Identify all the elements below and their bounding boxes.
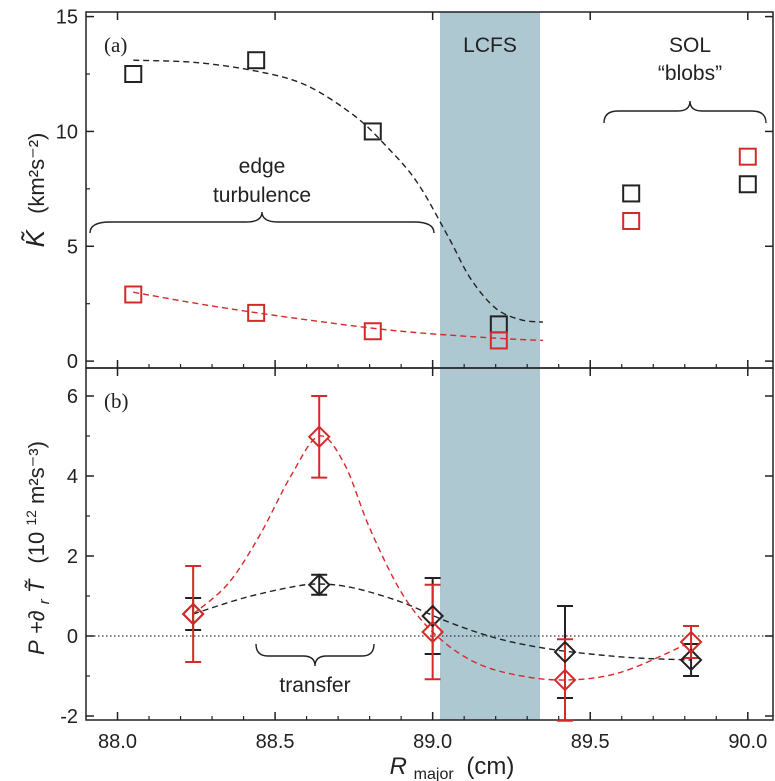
y-tick-label: 2 xyxy=(67,546,78,568)
data-point-square xyxy=(489,331,508,350)
data-point-square xyxy=(247,303,266,322)
edge-turbulence-brace xyxy=(89,211,435,234)
x-tick-label: 90.0 xyxy=(728,731,767,753)
fit-curve xyxy=(192,435,692,681)
panel-b-ylabel-mid: +∂ xyxy=(24,610,49,634)
data-point-diamond xyxy=(679,648,703,672)
y-tick-label: 5 xyxy=(67,236,78,258)
error-bars xyxy=(185,395,700,722)
panel-a-label: (a) xyxy=(104,33,127,57)
panel-b-ylabel-symbol: T̃ xyxy=(24,578,49,593)
data-point-square xyxy=(622,184,641,203)
panel-b-label: (b) xyxy=(104,389,129,413)
x-axis-label: R major (cm) xyxy=(390,753,515,781)
y-tick-label: -2 xyxy=(60,706,78,728)
x-axis-label-unit: (cm) xyxy=(466,753,514,780)
data-point-square xyxy=(363,322,382,341)
x-tick-label: 89.0 xyxy=(413,731,452,753)
y-tick-label: 0 xyxy=(67,626,78,648)
panel-a-ylabel-unit: (km²s⁻²) xyxy=(24,133,49,214)
data-point-diamond xyxy=(181,602,205,626)
data-point-diamond xyxy=(679,630,703,654)
y-tick-label: 4 xyxy=(67,466,78,488)
y-tick-label: 10 xyxy=(56,121,78,143)
y-tick-label: 0 xyxy=(67,351,78,373)
axis-ticks: 0 5 10 15 -2 0 2 4 6 88.0 88.5 89.0 89.5 90.0 xyxy=(56,7,773,753)
transfer-brace xyxy=(255,643,375,667)
data-point-square xyxy=(124,285,143,304)
data-point-diamond xyxy=(421,620,445,644)
fit-curve xyxy=(192,583,692,661)
x-tick-label: 89.5 xyxy=(571,731,610,753)
data-point-square xyxy=(124,65,143,84)
fit-curve xyxy=(133,59,544,323)
data-point-square xyxy=(738,175,757,194)
x-axis-label-sub: major xyxy=(414,766,455,781)
fit-curves xyxy=(133,59,692,681)
data-point-square xyxy=(622,212,641,231)
fit-curve xyxy=(133,291,543,342)
data-point-square xyxy=(247,51,266,70)
y-tick-label: 6 xyxy=(67,386,78,408)
data-point-diamond xyxy=(553,640,577,664)
data-point-square xyxy=(738,147,757,166)
x-tick-label: 88.0 xyxy=(98,731,137,753)
data-points xyxy=(124,51,757,692)
data-point-diamond xyxy=(307,573,331,597)
data-point-square xyxy=(363,122,382,141)
data-point-diamond xyxy=(421,604,445,628)
y-tick-label: 15 xyxy=(56,7,78,29)
transfer-label: transfer xyxy=(279,674,350,697)
panel-b-frame xyxy=(85,367,774,721)
data-point-diamond xyxy=(553,668,577,692)
lcfs-label: LCFS xyxy=(463,34,517,57)
sol-blobs-brace xyxy=(603,100,767,124)
x-axis-label-main: R xyxy=(390,753,407,780)
lcfs-region xyxy=(440,12,540,720)
panel-b-ylabel-unit-pre: (10 xyxy=(24,532,49,564)
edge-label-line1: edge xyxy=(239,155,286,178)
edge-label-line2: turbulence xyxy=(213,184,311,207)
panel-a-ylabel-symbol: K̃ xyxy=(20,228,50,247)
panel-b-ylabel-unit-post: m²s⁻³) xyxy=(24,441,49,504)
sol-label-line2: “blobs” xyxy=(658,62,722,85)
sol-label-line1: SOL xyxy=(669,34,711,57)
data-point-diamond xyxy=(307,425,331,449)
panel-b-ylabel-unit-sup: 12 xyxy=(23,510,39,526)
panel-b-ylabel-p: P xyxy=(24,640,49,655)
x-tick-label: 88.5 xyxy=(256,731,295,753)
panel-a-ylabel: K̃ (km²s⁻²) xyxy=(20,133,50,248)
panel-b-ylabel-sub: r xyxy=(36,598,53,604)
panel-b-ylabel: P +∂ r T̃ (10 12 m²s⁻³) xyxy=(16,441,54,655)
